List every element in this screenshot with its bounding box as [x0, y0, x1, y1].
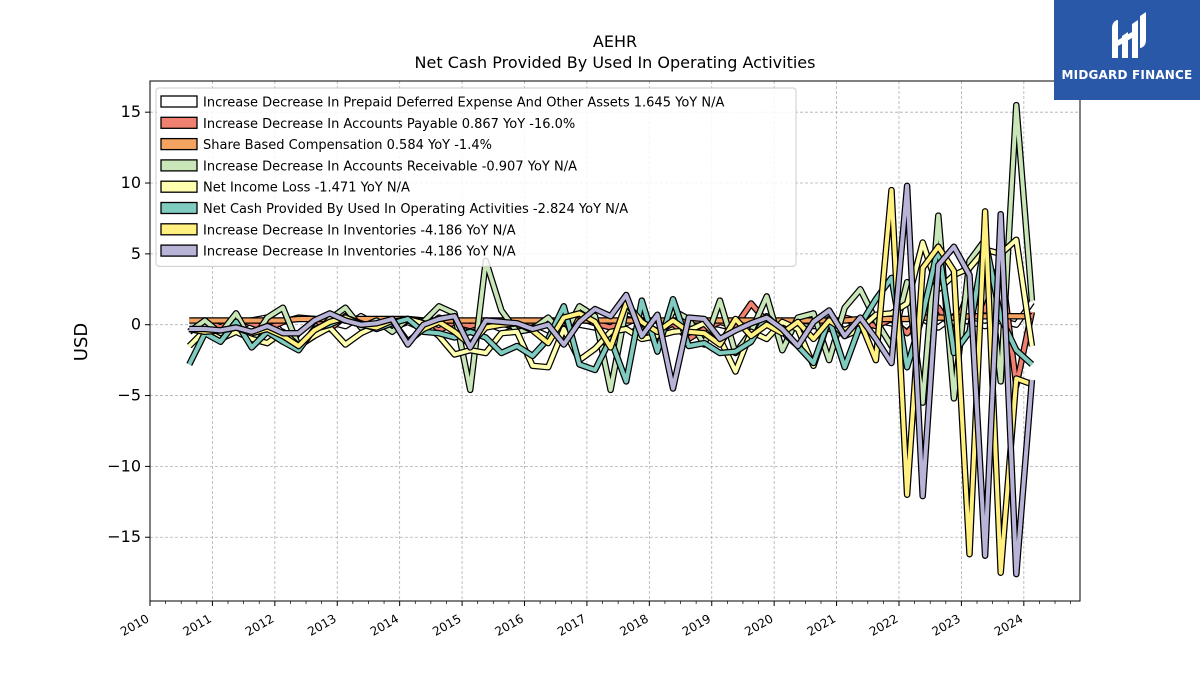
- x-tick-label: 2022: [867, 611, 900, 638]
- legend-swatch: [160, 244, 198, 257]
- y-tick-label: −15: [107, 527, 141, 546]
- y-tick-label: −10: [107, 456, 141, 475]
- x-tick-label: 2011: [180, 611, 213, 638]
- legend-entry: Net Income Loss -1.471 YoY N/A: [203, 181, 410, 196]
- series-line-6: [188, 188, 1033, 575]
- x-tick-label: 2023: [929, 611, 962, 638]
- legend-entry: Net Cash Provided By Used In Operating A…: [203, 202, 628, 217]
- y-axis-label: USD: [71, 323, 92, 361]
- x-tick-label: 2024: [992, 611, 1025, 638]
- x-tick-label: 2021: [805, 611, 838, 638]
- x-tick-label: 2014: [368, 611, 401, 638]
- y-tick-label: 15: [121, 102, 141, 121]
- legend-entry: Increase Decrease In Accounts Receivable…: [203, 159, 577, 174]
- y-tick-label: −5: [117, 386, 141, 405]
- legend-swatch: [160, 137, 198, 151]
- y-tick-label: 5: [131, 244, 141, 263]
- midgard-logo-icon: [1112, 12, 1146, 58]
- series-lines: [186, 101, 1036, 578]
- x-tick-label: 2018: [617, 611, 650, 638]
- legend-swatch: [160, 159, 198, 172]
- legend-box: [155, 87, 797, 267]
- legend-swatch: [160, 116, 198, 129]
- y-tick-label: 10: [121, 173, 141, 192]
- x-tick-label: 2013: [305, 611, 338, 638]
- plot-frame: [149, 80, 1081, 602]
- brand-logo: MIDGARD FINANCE: [1054, 0, 1200, 100]
- legend-entry: Increase Decrease In Inventories -4.186 …: [203, 245, 516, 260]
- legend-swatch: [160, 180, 198, 193]
- chart-title: AEHR: [593, 32, 637, 51]
- legend-swatch: [160, 223, 198, 236]
- x-tick-label: 2012: [243, 611, 276, 638]
- legend-entry: Increase Decrease In Inventories -4.186 …: [203, 223, 516, 238]
- legend-entry: Share Based Compensation 0.584 YoY -1.4%: [203, 138, 492, 153]
- x-tick-label: 2020: [742, 611, 775, 638]
- x-tick-label: 2010: [118, 611, 151, 638]
- x-tick-label: 2017: [555, 611, 588, 638]
- brand-name: MIDGARD FINANCE: [1061, 68, 1193, 82]
- chart-subtitle: Net Cash Provided By Used In Operating A…: [415, 53, 816, 72]
- series-line-7: [189, 183, 1034, 577]
- legend-entry: Increase Decrease In Accounts Payable 0.…: [203, 117, 575, 132]
- legend-swatch: [160, 201, 198, 215]
- legend: Increase Decrease In Prepaid Deferred Ex…: [155, 87, 797, 267]
- x-tick-label: 2019: [680, 611, 713, 638]
- legend-swatch: [160, 95, 198, 108]
- legend-entry: Increase Decrease In Prepaid Deferred Ex…: [203, 96, 724, 111]
- y-tick-label: 0: [131, 315, 141, 334]
- x-tick-label: 2015: [430, 611, 463, 638]
- x-tick-label: 2016: [493, 611, 526, 638]
